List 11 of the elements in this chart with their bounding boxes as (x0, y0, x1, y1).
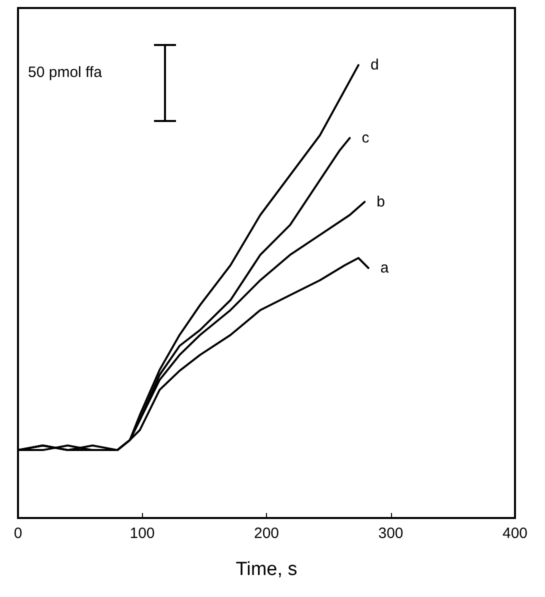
annotation: 50 pmol ffa (28, 64, 102, 81)
series-label: b (376, 193, 385, 210)
x-tick-label: 300 (378, 525, 404, 542)
x-tick-label: 200 (254, 525, 280, 542)
x-tick-label: 400 (502, 525, 528, 542)
series-label: a (380, 259, 390, 276)
x-tick-label: 0 (14, 525, 22, 542)
x-tick-label: 100 (130, 525, 155, 542)
x-axis-title: Time, s (236, 559, 298, 580)
series-label: c (362, 129, 370, 146)
series-label: d (370, 56, 379, 74)
